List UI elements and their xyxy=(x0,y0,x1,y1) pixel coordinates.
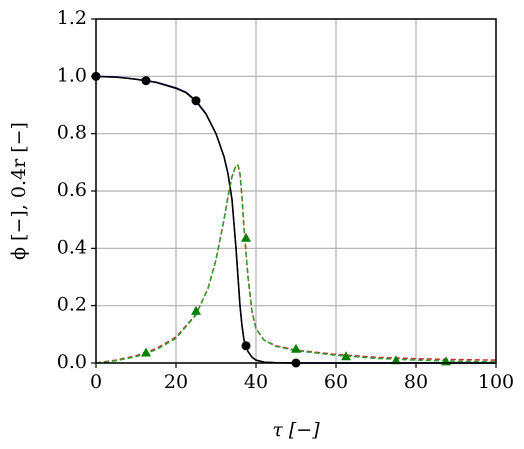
data-point xyxy=(141,76,151,86)
plot-frame xyxy=(95,18,497,364)
series-line xyxy=(95,164,497,364)
data-point xyxy=(241,341,251,351)
series-line xyxy=(95,75,496,364)
series-line xyxy=(95,164,497,364)
x-tick-label: 100 xyxy=(478,371,514,393)
y-tick-label: 0.8 xyxy=(57,122,87,144)
data-point xyxy=(291,343,301,353)
y-tick-label: 0.4 xyxy=(57,236,87,258)
data-point xyxy=(241,232,251,242)
x-axis-label: τ [−] xyxy=(272,419,320,441)
x-tick-label: 20 xyxy=(164,371,188,393)
y-tick-label: 1.0 xyxy=(57,64,87,86)
y-tick-label: 0.0 xyxy=(57,351,87,373)
series-line xyxy=(95,75,496,364)
x-tick-label: 0 xyxy=(90,371,102,393)
data-point xyxy=(191,96,201,106)
data-point xyxy=(341,351,351,361)
y-axis-label: ϕ [−], 0.4r [−] xyxy=(8,122,30,260)
data-point xyxy=(191,305,201,315)
x-tick-label: 40 xyxy=(244,371,268,393)
x-tick-label: 80 xyxy=(404,371,428,393)
data-point xyxy=(391,355,401,365)
x-tick-label: 60 xyxy=(324,371,348,393)
y-tick-label: 0.6 xyxy=(57,179,87,201)
data-point xyxy=(141,347,151,357)
y-tick-label: 1.2 xyxy=(57,7,87,29)
y-tick-label: 0.2 xyxy=(57,294,87,316)
